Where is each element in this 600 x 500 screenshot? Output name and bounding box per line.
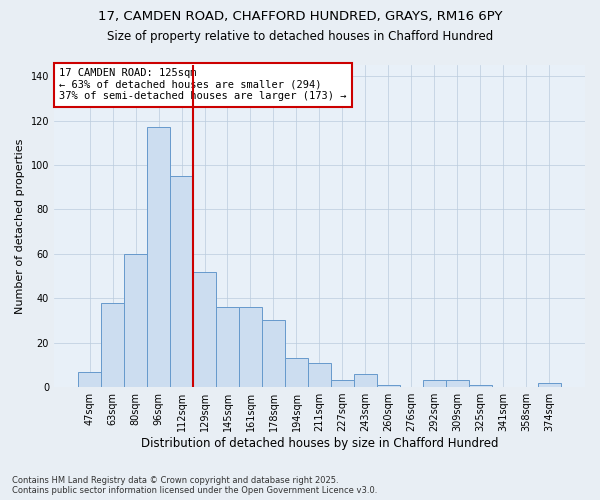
Bar bbox=[308, 362, 331, 387]
Bar bbox=[331, 380, 354, 387]
Text: Size of property relative to detached houses in Chafford Hundred: Size of property relative to detached ho… bbox=[107, 30, 493, 43]
X-axis label: Distribution of detached houses by size in Chafford Hundred: Distribution of detached houses by size … bbox=[141, 437, 498, 450]
Bar bbox=[147, 127, 170, 387]
Bar bbox=[469, 385, 492, 387]
Bar bbox=[377, 385, 400, 387]
Bar bbox=[354, 374, 377, 387]
Y-axis label: Number of detached properties: Number of detached properties bbox=[15, 138, 25, 314]
Bar bbox=[239, 307, 262, 387]
Text: 17, CAMDEN ROAD, CHAFFORD HUNDRED, GRAYS, RM16 6PY: 17, CAMDEN ROAD, CHAFFORD HUNDRED, GRAYS… bbox=[98, 10, 502, 23]
Text: 17 CAMDEN ROAD: 125sqm
← 63% of detached houses are smaller (294)
37% of semi-de: 17 CAMDEN ROAD: 125sqm ← 63% of detached… bbox=[59, 68, 347, 102]
Bar bbox=[216, 307, 239, 387]
Bar bbox=[285, 358, 308, 387]
Bar bbox=[262, 320, 285, 387]
Bar bbox=[446, 380, 469, 387]
Bar bbox=[124, 254, 147, 387]
Bar bbox=[78, 372, 101, 387]
Bar bbox=[423, 380, 446, 387]
Bar bbox=[538, 382, 561, 387]
Text: Contains HM Land Registry data © Crown copyright and database right 2025.
Contai: Contains HM Land Registry data © Crown c… bbox=[12, 476, 377, 495]
Bar bbox=[193, 272, 216, 387]
Bar bbox=[101, 302, 124, 387]
Bar bbox=[170, 176, 193, 387]
